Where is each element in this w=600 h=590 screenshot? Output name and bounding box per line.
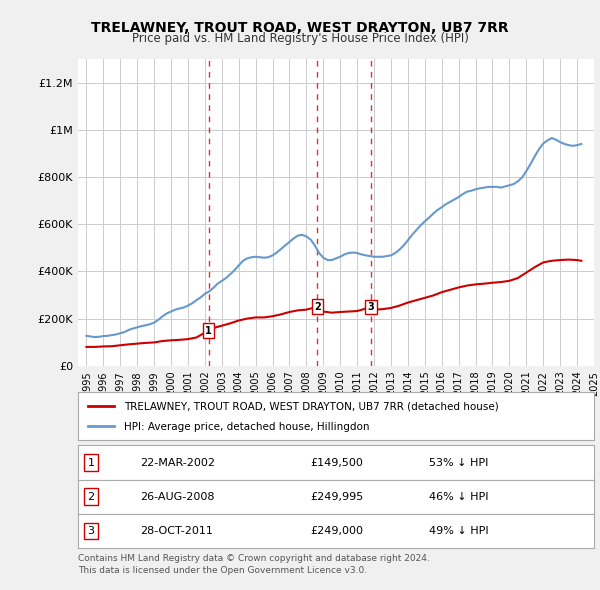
Text: Price paid vs. HM Land Registry's House Price Index (HPI): Price paid vs. HM Land Registry's House … <box>131 32 469 45</box>
Text: 3: 3 <box>368 302 374 312</box>
Text: £149,500: £149,500 <box>310 458 363 467</box>
Text: 28-OCT-2011: 28-OCT-2011 <box>140 526 213 536</box>
Text: £249,995: £249,995 <box>310 492 364 502</box>
Text: Contains HM Land Registry data © Crown copyright and database right 2024.
This d: Contains HM Land Registry data © Crown c… <box>78 554 430 575</box>
Text: 26-AUG-2008: 26-AUG-2008 <box>140 492 214 502</box>
Text: 22-MAR-2002: 22-MAR-2002 <box>140 458 215 467</box>
Text: TRELAWNEY, TROUT ROAD, WEST DRAYTON, UB7 7RR: TRELAWNEY, TROUT ROAD, WEST DRAYTON, UB7… <box>91 21 509 35</box>
Text: 1: 1 <box>205 326 212 336</box>
Text: 1: 1 <box>88 458 94 467</box>
Text: TRELAWNEY, TROUT ROAD, WEST DRAYTON, UB7 7RR (detached house): TRELAWNEY, TROUT ROAD, WEST DRAYTON, UB7… <box>124 402 499 411</box>
Text: 2: 2 <box>88 492 94 502</box>
Text: 46% ↓ HPI: 46% ↓ HPI <box>429 492 488 502</box>
Text: 49% ↓ HPI: 49% ↓ HPI <box>429 526 488 536</box>
Text: HPI: Average price, detached house, Hillingdon: HPI: Average price, detached house, Hill… <box>124 422 370 432</box>
Text: 3: 3 <box>88 526 94 536</box>
Text: £249,000: £249,000 <box>310 526 363 536</box>
Text: 53% ↓ HPI: 53% ↓ HPI <box>429 458 488 467</box>
Text: 2: 2 <box>314 302 321 312</box>
